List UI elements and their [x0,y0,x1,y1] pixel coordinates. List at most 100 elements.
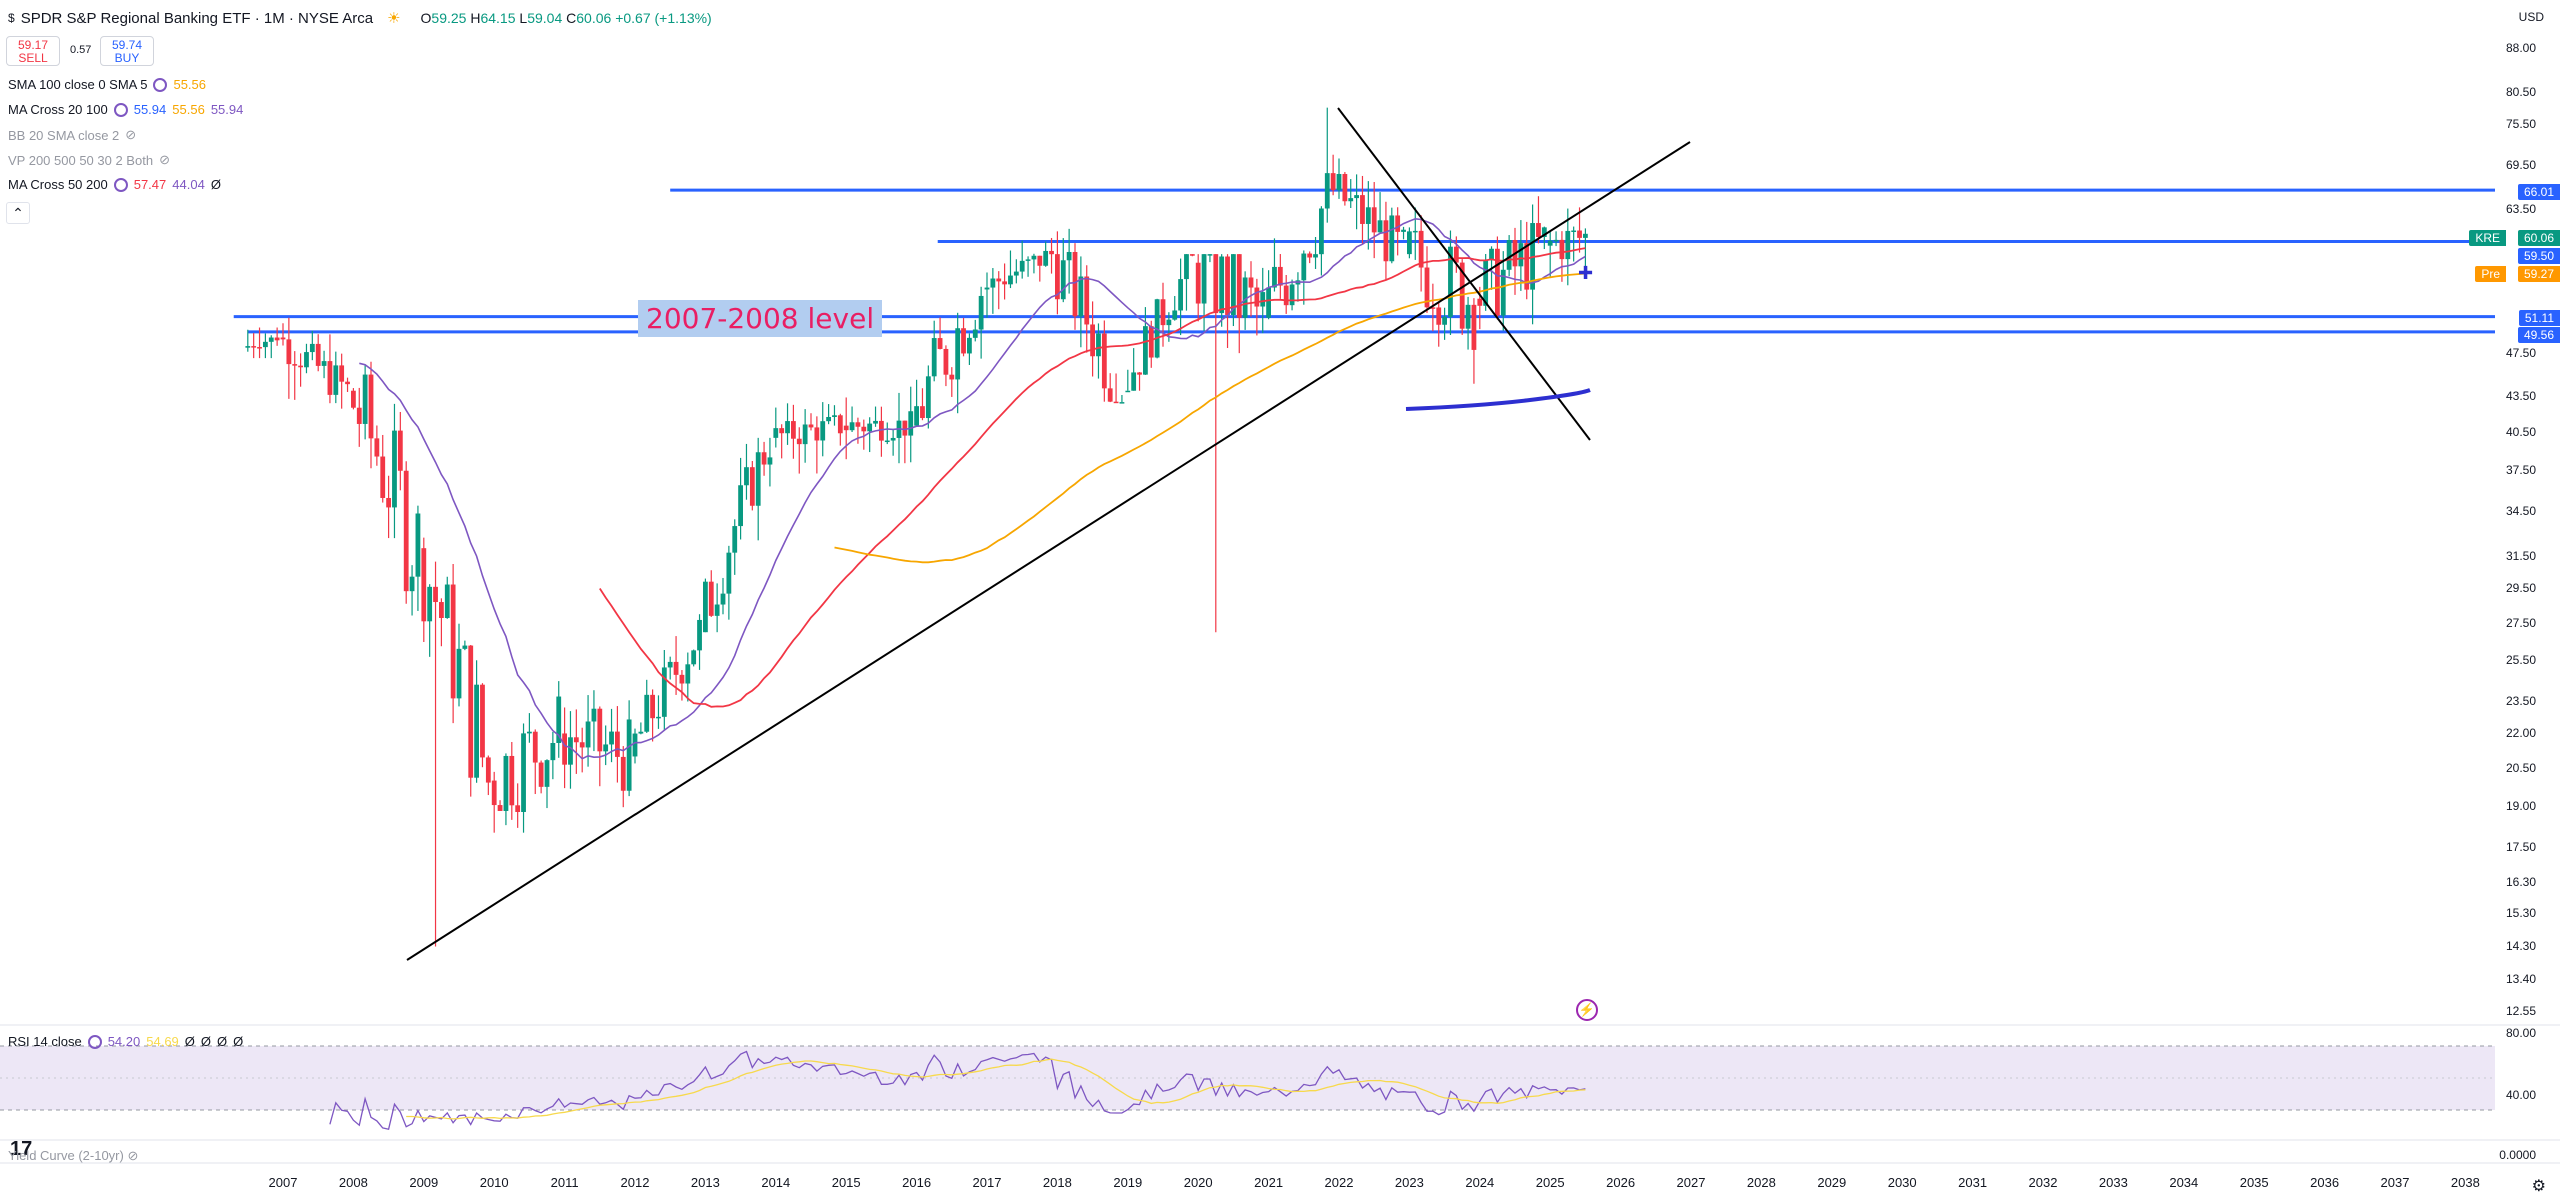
spread-value: 0.57 [70,44,92,56]
candle-body [1254,287,1260,307]
candle-body [714,604,720,616]
indicator-volume-profile[interactable]: VP 200 500 50 30 2 Both ⊘ [8,152,170,168]
indicator-bollinger[interactable]: BB 20 SMA close 2 ⊘ [8,127,137,143]
candle-body [1107,388,1113,402]
time-axis-label: 2014 [761,1175,791,1190]
candle-body [298,365,303,368]
price-axis-label: 27.50 [2505,616,2536,631]
price-tag: 60.06 [2517,230,2560,246]
price-axis-label: 13.40 [2505,971,2536,986]
candle-body [1583,233,1588,238]
sell-button[interactable]: 59.17 SELL [6,36,60,66]
candle-body [1348,198,1354,202]
candle-body [1189,254,1195,256]
price-axis-label: 40.50 [2505,424,2536,439]
time-axis-label: 2007 [268,1175,298,1190]
candle-body [685,664,691,684]
candle-body [1465,304,1471,329]
flash-alert-icon[interactable]: ⚡ [1576,999,1598,1021]
candle-body [1536,223,1541,237]
price-axis-label: 31.50 [2505,548,2536,563]
indicator-settings-icon[interactable] [113,177,128,192]
yield-curve-legend[interactable]: Yield Curve (2-10yr) ⊘ [8,1148,139,1163]
candle-body [468,645,474,778]
symbol-legend[interactable]: $ SPDR S&P Regional Banking ETF · 1M · N… [8,9,712,28]
candle-body [1119,402,1125,404]
candle-body [1272,266,1277,288]
candle-body [1207,254,1213,256]
price-axis-label: 80.50 [2505,85,2536,100]
candle-body [802,424,808,445]
candle-body [615,731,620,757]
time-axis-label: 2027 [1676,1175,1706,1190]
price-axis-label: 25.50 [2505,653,2536,668]
candle-body [1430,307,1436,309]
candle-body [796,438,802,445]
price-axis-label: 43.50 [2505,389,2536,404]
candle-body [309,343,315,353]
price-tag: 66.01 [2517,184,2560,200]
candle-body [1277,266,1283,286]
candle-body [397,430,403,471]
candle-body [450,584,456,699]
time-axis-label: 2029 [1817,1175,1847,1190]
settings-gear-icon[interactable]: ⚙ [2531,1178,2546,1195]
candle-body [1078,276,1084,317]
candle-body [1412,230,1418,233]
ma50-line [599,247,1586,708]
market-open-icon: ☀ [387,10,401,27]
candle-body [562,733,567,765]
indicator-ma-cross-20-100[interactable]: MA Cross 20 100 55.94 55.56 55.94 [8,102,244,117]
ohlc-values: O59.25 H64.15 L59.04 C60.06 +0.67 (+1.13… [420,10,712,26]
tradingview-logo[interactable]: 17 [10,1138,33,1160]
price-axis-label: 17.50 [2505,839,2536,854]
candle-body [1019,260,1025,272]
time-axis-label: 2021 [1254,1175,1284,1190]
rsi-legend[interactable]: RSI 14 close 54.20 54.69 Ø Ø Ø Ø [8,1034,244,1049]
indicator-ma-cross-50-200[interactable]: MA Cross 50 200 57.47 44.04 Ø [8,177,221,192]
candle-body [1471,304,1477,350]
candle-body [263,341,268,348]
candle-body [961,328,966,354]
time-axis-label: 2019 [1113,1175,1143,1190]
price-axis-label: 12.55 [2505,1004,2536,1018]
candle-body [427,586,433,622]
candle-body [1541,227,1547,237]
candle-body [392,430,397,508]
candle-body [1377,220,1383,233]
symbol-title[interactable]: SPDR S&P Regional Banking ETF · 1M · NYS… [20,9,374,27]
hidden-eye-icon[interactable]: ⊘ [159,152,170,167]
indicator-sma100[interactable]: SMA 100 close 0 SMA 5 55.56 [8,77,207,92]
candle-body [1577,230,1582,238]
currency-symbol: $ [8,11,15,25]
candle-body [286,339,292,365]
candle-body [1066,251,1072,261]
candle-body [1113,401,1119,404]
candle-body [521,733,526,812]
candle-body [1483,260,1489,306]
symbol-tag: KRE [2469,230,2506,246]
candle-body [433,586,438,603]
collapse-legend-button[interactable]: ⌃ [6,202,30,224]
candle-body [1407,231,1412,255]
indicator-settings-icon[interactable] [153,77,168,92]
candle-body [855,422,861,427]
indicator-settings-icon[interactable] [87,1034,102,1049]
currency-label[interactable]: USD [2518,10,2544,24]
hidden-eye-icon[interactable]: ⊘ [125,127,137,142]
chart-annotation[interactable]: 2007-2008 level [638,300,883,337]
candle-body [984,287,990,290]
candle-body [626,719,632,791]
candle-body [1172,310,1178,320]
buy-button[interactable]: 59.74 BUY [100,36,154,66]
candle-body [421,548,427,622]
time-axis-label: 2036 [2310,1175,2340,1190]
candle-body [1143,326,1148,375]
candle-body [1553,239,1559,242]
indicator-settings-icon[interactable] [113,102,128,117]
time-axis-label: 2015 [831,1175,861,1190]
candle-body [703,581,708,633]
time-axis-label: 2009 [409,1175,439,1190]
time-axis-label: 2018 [1042,1175,1072,1190]
